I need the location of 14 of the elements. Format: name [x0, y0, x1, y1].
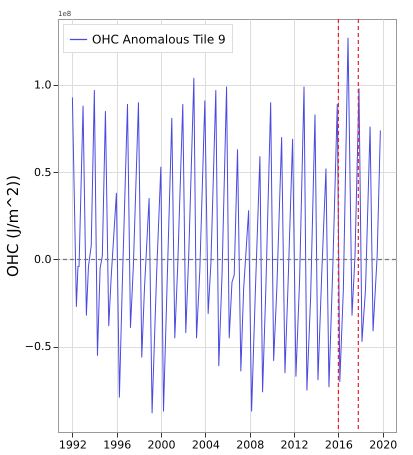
x-tick-label: 2008	[236, 438, 264, 452]
x-tick-label: 1996	[103, 438, 132, 452]
y-tick-label: 0.5	[34, 166, 52, 179]
legend-label: OHC Anomalous Tile 9	[92, 32, 226, 46]
y-tick-label: 0.0	[34, 252, 52, 266]
x-tick-label: 2020	[369, 438, 398, 452]
x-tick-label: 2004	[192, 438, 220, 452]
y-tick-label: −0.5	[24, 340, 52, 354]
x-tick-label: 2016	[324, 438, 353, 452]
x-tick-label: 2012	[280, 438, 309, 452]
y-axis-title: OHC (J/m^2))	[4, 174, 22, 278]
x-tick-label: 1992	[58, 438, 87, 452]
x-tick-label: 2000	[148, 438, 176, 452]
y-tick-label: 1.0	[34, 78, 52, 92]
